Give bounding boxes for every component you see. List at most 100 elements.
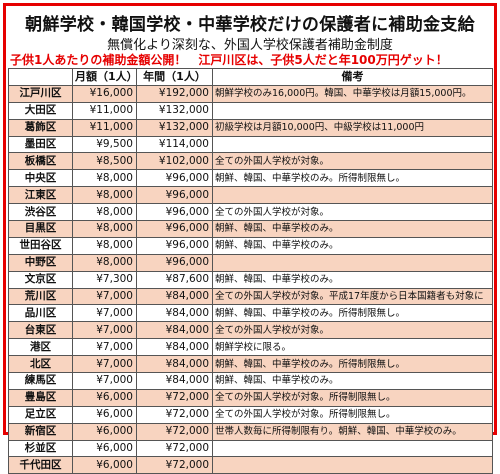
annual-cell: ¥132,000 — [136, 118, 213, 137]
annual-cell: ¥192,000 — [136, 84, 213, 103]
monthly-cell: ¥7,300 — [72, 270, 137, 289]
note-cell: 全ての外国人学校が対象。所得制限無し。 — [212, 405, 493, 424]
ward-cell: 北区 — [8, 355, 73, 374]
monthly-cell: ¥8,000 — [72, 220, 137, 238]
monthly-cell: ¥6,000 — [72, 388, 137, 407]
monthly-cell: ¥11,000 — [72, 101, 137, 120]
table-row: 足立区 ¥6,000 ¥72,000 全ての外国人学校が対象。所得制限無し。 — [8, 405, 493, 424]
note-cell: 朝鮮、韓国、中華学校のみ。所得制限無し。 — [212, 169, 493, 188]
note-cell — [212, 253, 493, 272]
annual-cell: ¥96,000 — [136, 169, 213, 188]
table-row: 千代田区 ¥6,000 ¥72,000 — [8, 456, 493, 474]
annual-cell: ¥102,000 — [136, 152, 213, 171]
ward-cell: 中央区 — [8, 169, 73, 188]
red-caption-left: 子供1人あたりの補助金額公開！ — [10, 53, 187, 67]
note-cell: 世帯人数毎に所得制限有り。朝鮮、韓国、中華学校のみ。 — [212, 422, 493, 441]
annual-cell: ¥84,000 — [136, 355, 213, 374]
note-cell: 朝鮮学校に限る。 — [212, 338, 493, 357]
table-row: 江東区 ¥8,000 ¥96,000 — [8, 186, 493, 205]
subsidy-table: 月額（1人） 年間（1人） 備考 江戸川区 ¥16,000 ¥192,000 朝鮮学校… — [8, 68, 493, 474]
note-cell: 朝鮮、韓国、中華学校のみ。 — [212, 270, 493, 289]
ward-cell: 墨田区 — [8, 135, 73, 154]
monthly-cell: ¥7,000 — [72, 355, 137, 374]
note-cell: 全ての外国人学校が対象。所得制限無し。 — [212, 388, 493, 407]
monthly-cell: ¥8,000 — [72, 236, 137, 255]
ward-cell: 江東区 — [8, 186, 73, 205]
note-cell: 初級学校は月額10,000円、中級学校は11,000円 — [212, 118, 493, 137]
note-cell — [212, 439, 493, 458]
monthly-cell: ¥11,000 — [72, 118, 137, 137]
ward-cell: 江戸川区 — [8, 84, 73, 103]
table-row: 北区 ¥7,000 ¥84,000 朝鮮、韓国、中華学校のみ。所得制限無し。 — [8, 355, 493, 374]
red-caption-right: 江戸川区は、子供5人だと年100万円ゲット！ — [198, 53, 448, 67]
table-row: 墨田区 ¥9,500 ¥114,000 — [8, 135, 493, 154]
header-annual: 年間（1人） — [136, 68, 213, 86]
ward-cell: 杉並区 — [8, 439, 73, 458]
monthly-cell: ¥6,000 — [72, 456, 137, 474]
table-row: 荒川区 ¥7,000 ¥84,000 全ての外国人学校が対象。平成17年度から日本国籍… — [8, 287, 493, 306]
monthly-cell: ¥8,000 — [72, 186, 137, 205]
page-title: 朝鮮学校・韓国学校・中華学校だけの保護者に補助金支給 — [25, 15, 475, 35]
annual-cell: ¥96,000 — [136, 186, 213, 205]
note-cell: 朝鮮、韓国、中華学校のみ。所得制限無し。 — [212, 304, 493, 323]
note-cell: 朝鮮、韓国、中華学校のみ。所得制限無し。 — [212, 355, 493, 374]
table-row: 葛飾区 ¥11,000 ¥132,000 初級学校は月額10,000円、中級学校は11… — [8, 118, 493, 137]
annual-cell: ¥72,000 — [136, 456, 213, 474]
header-monthly: 月額（1人） — [72, 68, 137, 86]
ward-cell: 世田谷区 — [8, 236, 73, 255]
ward-cell: 台東区 — [8, 321, 73, 340]
document-frame: 朝鮮学校・韓国学校・中華学校だけの保護者に補助金支給 無償化より深刻な、外国人学… — [3, 3, 497, 474]
annual-cell: ¥84,000 — [136, 287, 213, 306]
note-cell: 朝鮮、韓国、中華学校のみ。 — [212, 236, 493, 255]
monthly-cell: ¥6,000 — [72, 439, 137, 458]
note-cell: 朝鮮、韓国、中華学校のみ。 — [212, 372, 493, 390]
table-row: 目黒区 ¥8,000 ¥96,000 朝鮮、韓国、中華学校のみ。 — [8, 220, 493, 238]
note-cell — [212, 135, 493, 154]
monthly-cell: ¥8,500 — [72, 152, 137, 171]
annual-cell: ¥96,000 — [136, 236, 213, 255]
table-row: 板橋区 ¥8,500 ¥102,000 全ての外国人学校が対象。 — [8, 152, 493, 171]
table-row: 渋谷区 ¥8,000 ¥96,000 全ての外国人学校が対象。 — [8, 203, 493, 222]
note-cell — [212, 456, 493, 474]
table-row: 豊島区 ¥6,000 ¥72,000 全ての外国人学校が対象。所得制限無し。 — [8, 388, 493, 407]
red-caption: 子供1人あたりの補助金額公開！ 江戸川区は、子供5人だと年100万円ゲット！ — [10, 51, 490, 68]
note-cell: 朝鮮学校のみ16,000円。韓国、中華学校は月額15,000円。 — [212, 84, 493, 103]
table-row: 中野区 ¥8,000 ¥96,000 — [8, 253, 493, 272]
table-row: 文京区 ¥7,300 ¥87,600 朝鮮、韓国、中華学校のみ。 — [8, 270, 493, 289]
note-cell: 朝鮮、韓国、中華学校のみ。 — [212, 220, 493, 238]
table-row: 港区 ¥7,000 ¥84,000 朝鮮学校に限る。 — [8, 338, 493, 357]
ward-cell: 荒川区 — [8, 287, 73, 306]
annual-cell: ¥84,000 — [136, 372, 213, 390]
table-row: 杉並区 ¥6,000 ¥72,000 — [8, 439, 493, 458]
ward-cell: 豊島区 — [8, 388, 73, 407]
note-cell: 全ての外国人学校が対象。平成17年度から日本国籍者も対象に — [212, 287, 493, 306]
note-cell: 全ての外国人学校が対象。 — [212, 152, 493, 171]
table-row: 品川区 ¥7,000 ¥84,000 朝鮮、韓国、中華学校のみ。所得制限無し。 — [8, 304, 493, 323]
ward-cell: 文京区 — [8, 270, 73, 289]
table-row: 江戸川区 ¥16,000 ¥192,000 朝鮮学校のみ16,000円。韓国、中華学校… — [8, 84, 493, 103]
ward-cell: 新宿区 — [8, 422, 73, 441]
annual-cell: ¥84,000 — [136, 338, 213, 357]
ward-cell: 港区 — [8, 338, 73, 357]
ward-cell: 目黒区 — [8, 220, 73, 238]
table-row: 新宿区 ¥6,000 ¥72,000 世帯人数毎に所得制限有り。朝鮮、韓国、中華学校の… — [8, 422, 493, 441]
ward-cell: 千代田区 — [8, 456, 73, 474]
monthly-cell: ¥8,000 — [72, 203, 137, 222]
monthly-cell: ¥8,000 — [72, 169, 137, 188]
table-row: 台東区 ¥7,000 ¥84,000 全ての外国人学校が対象。 — [8, 321, 493, 340]
monthly-cell: ¥7,000 — [72, 321, 137, 340]
ward-cell: 葛飾区 — [8, 118, 73, 137]
ward-cell: 板橋区 — [8, 152, 73, 171]
annual-cell: ¥84,000 — [136, 304, 213, 323]
ward-cell: 中野区 — [8, 253, 73, 272]
note-cell — [212, 101, 493, 120]
table-row: 中央区 ¥8,000 ¥96,000 朝鮮、韓国、中華学校のみ。所得制限無し。 — [8, 169, 493, 188]
ward-cell: 品川区 — [8, 304, 73, 323]
monthly-cell: ¥6,000 — [72, 405, 137, 424]
annual-cell: ¥72,000 — [136, 422, 213, 441]
monthly-cell: ¥6,000 — [72, 422, 137, 441]
monthly-cell: ¥7,000 — [72, 372, 137, 390]
table-header-row: 月額（1人） 年間（1人） 備考 — [8, 68, 493, 86]
ward-cell: 渋谷区 — [8, 203, 73, 222]
annual-cell: ¥84,000 — [136, 321, 213, 340]
